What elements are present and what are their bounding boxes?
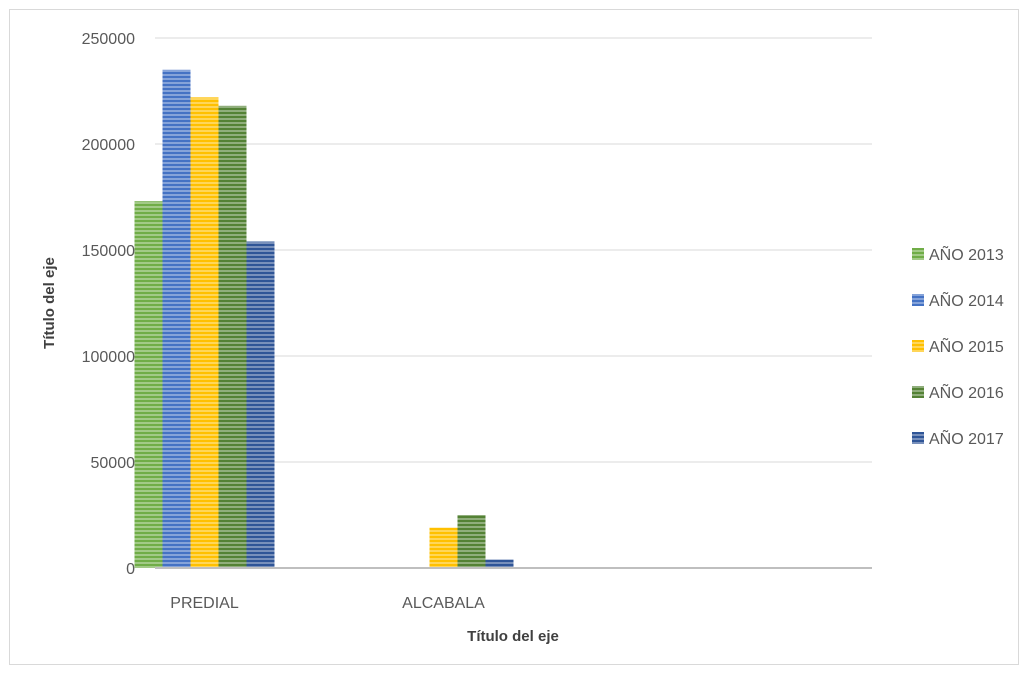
legend-swatch: [912, 386, 924, 398]
legend-label: AÑO 2017: [929, 428, 1004, 448]
legend-swatch: [912, 432, 924, 444]
x-tick-label: ALCABALA: [402, 595, 485, 612]
y-tick-label: 100000: [82, 349, 135, 366]
legend-item: AÑO 2015: [912, 336, 1004, 356]
y-tick-label: 150000: [82, 243, 135, 260]
bar: [429, 527, 458, 568]
bars: [134, 69, 514, 569]
legend-label: AÑO 2016: [929, 382, 1004, 402]
bar: [134, 201, 163, 569]
legend-label: AÑO 2014: [929, 290, 1004, 310]
bar: [246, 241, 275, 568]
bar: [218, 105, 247, 568]
legend-label: AÑO 2015: [929, 336, 1004, 356]
legend-item: AÑO 2016: [912, 382, 1004, 402]
y-tick-label: 250000: [82, 31, 135, 48]
legend-item: AÑO 2014: [912, 290, 1004, 310]
x-axis-ticks: PREDIAL ALCABALA: [170, 595, 485, 612]
bar: [457, 515, 486, 568]
legend-swatch: [912, 340, 924, 352]
y-axis-ticks: 0 50000 100000 150000 200000 250000: [82, 31, 135, 578]
legend-label: AÑO 2013: [929, 244, 1004, 264]
legend-item: AÑO 2017: [912, 428, 1004, 448]
legend-swatch: [912, 294, 924, 306]
y-tick-label: 0: [126, 561, 135, 578]
legend: AÑO 2013 AÑO 2014 AÑO 2015 AÑO 2016 AÑO 2017: [912, 244, 1004, 448]
legend-item: AÑO 2013: [912, 244, 1004, 264]
bar: [485, 559, 514, 568]
x-tick-label: PREDIAL: [170, 595, 239, 612]
bar: [162, 69, 191, 569]
y-axis-title: Título del eje: [41, 257, 58, 349]
bar: [190, 97, 219, 569]
x-axis-title: Título del eje: [467, 628, 559, 645]
y-tick-label: 200000: [82, 137, 135, 154]
y-tick-label: 50000: [91, 455, 136, 472]
legend-swatch: [912, 248, 924, 260]
